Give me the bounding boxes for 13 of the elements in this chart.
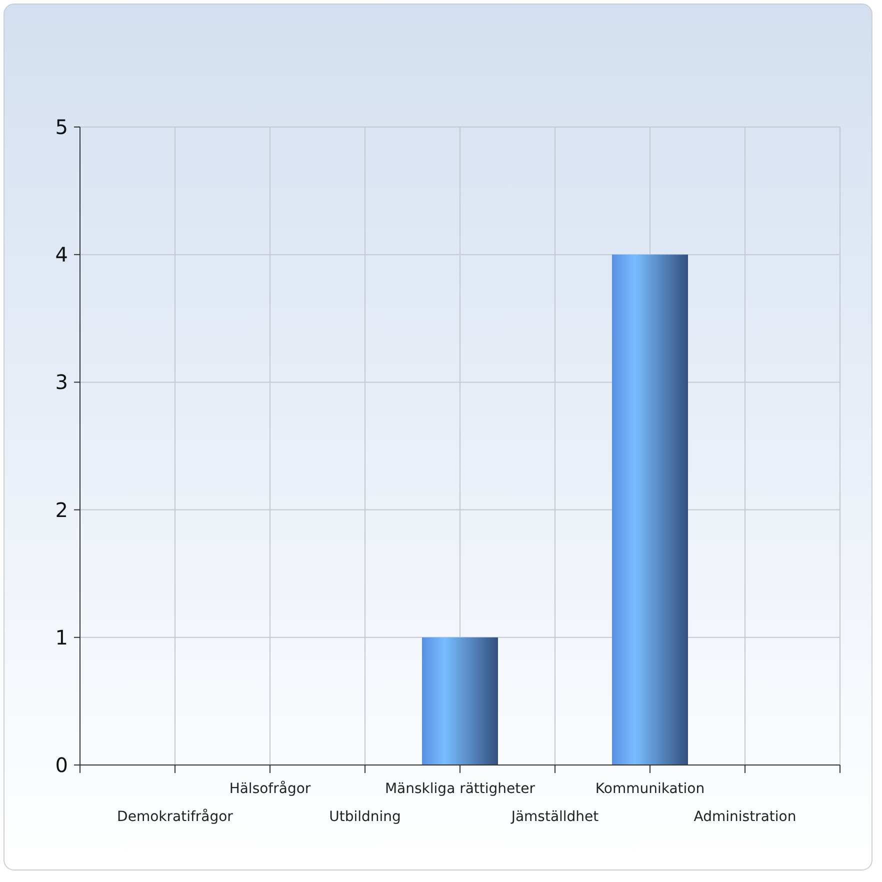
y-tick-label: 5 <box>55 115 68 139</box>
x-tick-label: Demokratifrågor <box>117 808 234 825</box>
x-tick-label: Hälsofrågor <box>229 780 311 797</box>
x-tick-label: Mänskliga rättigheter <box>384 781 536 797</box>
x-tick-label: Administration <box>694 809 796 825</box>
y-tick-label: 1 <box>55 625 68 650</box>
y-tick-label: 3 <box>55 370 68 394</box>
y-tick-label: 4 <box>55 242 68 267</box>
x-tick-label: Utbildning <box>329 809 401 825</box>
x-tick-label: Kommunikation <box>595 781 705 797</box>
x-tick-label: Jämställdhet <box>510 809 600 825</box>
y-tick-label: 2 <box>55 498 68 522</box>
y-tick-label: 0 <box>55 753 68 777</box>
